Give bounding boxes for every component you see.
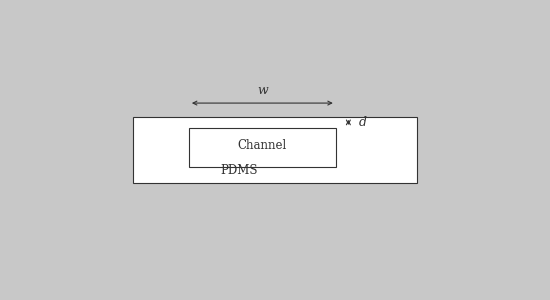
Text: Channel: Channel	[238, 140, 287, 152]
Bar	[133, 117, 417, 183]
Text: PDMS: PDMS	[221, 164, 258, 177]
Text: d: d	[359, 116, 366, 129]
Text: w: w	[257, 84, 268, 97]
Bar	[189, 128, 336, 166]
